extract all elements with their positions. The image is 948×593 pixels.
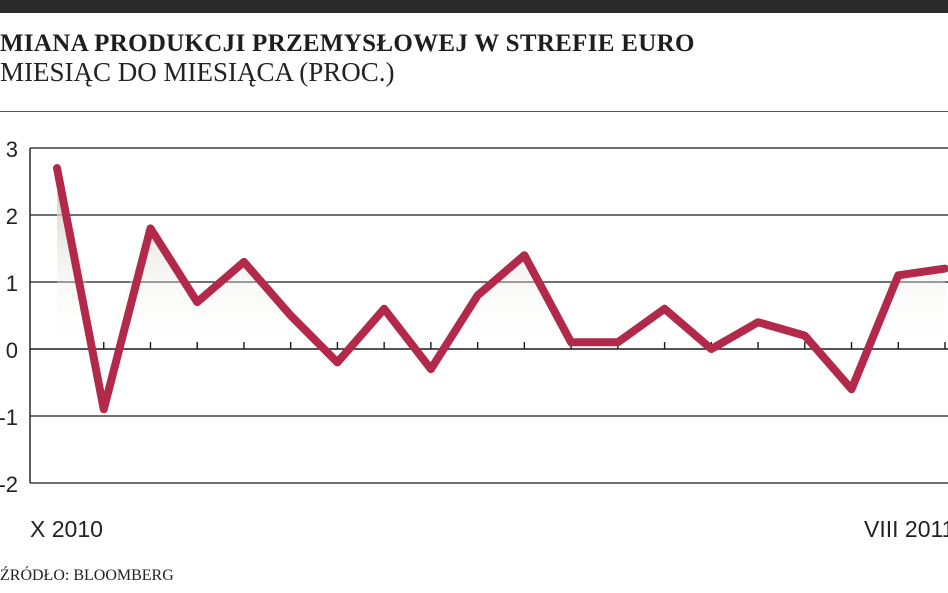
y-tick-label: 2 bbox=[6, 204, 18, 229]
data-point bbox=[193, 298, 201, 306]
data-point bbox=[146, 224, 154, 232]
y-tick-label: -2 bbox=[0, 472, 18, 497]
y-tick-label: -1 bbox=[0, 405, 18, 430]
data-point bbox=[427, 365, 435, 373]
data-point bbox=[53, 164, 61, 172]
x-tick-label-end: VIII 2011 bbox=[864, 516, 948, 542]
label-layer: 3 2 1 0 -1 -2 X 2010 VIII 2011 bbox=[0, 137, 948, 542]
y-tick-label: 1 bbox=[6, 271, 18, 296]
data-point bbox=[567, 338, 575, 346]
data-point bbox=[707, 345, 715, 353]
y-tick-label: 0 bbox=[6, 338, 18, 363]
data-point bbox=[848, 385, 856, 393]
series-line bbox=[53, 164, 948, 414]
data-point bbox=[614, 338, 622, 346]
data-point bbox=[240, 258, 248, 266]
data-point bbox=[474, 291, 482, 299]
header-divider bbox=[0, 111, 948, 112]
x-tick-label-start: X 2010 bbox=[30, 516, 103, 542]
data-point bbox=[100, 405, 108, 413]
area-fill bbox=[57, 168, 945, 349]
chart-title: MIANA PRODUKCJI PRZEMYSŁOWEJ W STREFIE E… bbox=[0, 30, 695, 57]
top-bar bbox=[0, 0, 948, 13]
source-note: ŹRÓDŁO: BLOOMBERG bbox=[0, 567, 174, 584]
data-point bbox=[894, 271, 902, 279]
data-point bbox=[941, 265, 948, 273]
data-point bbox=[754, 318, 762, 326]
data-point bbox=[520, 251, 528, 259]
data-point bbox=[333, 358, 341, 366]
area-layer bbox=[57, 168, 945, 349]
y-tick-label: 3 bbox=[6, 137, 18, 162]
data-point bbox=[287, 312, 295, 319]
data-point bbox=[661, 305, 669, 313]
data-point bbox=[380, 305, 388, 313]
data-point bbox=[801, 332, 809, 340]
series-layer bbox=[53, 164, 948, 414]
chart-subtitle: MIESIĄC DO MIESIĄCA (PROC.) bbox=[0, 57, 395, 87]
